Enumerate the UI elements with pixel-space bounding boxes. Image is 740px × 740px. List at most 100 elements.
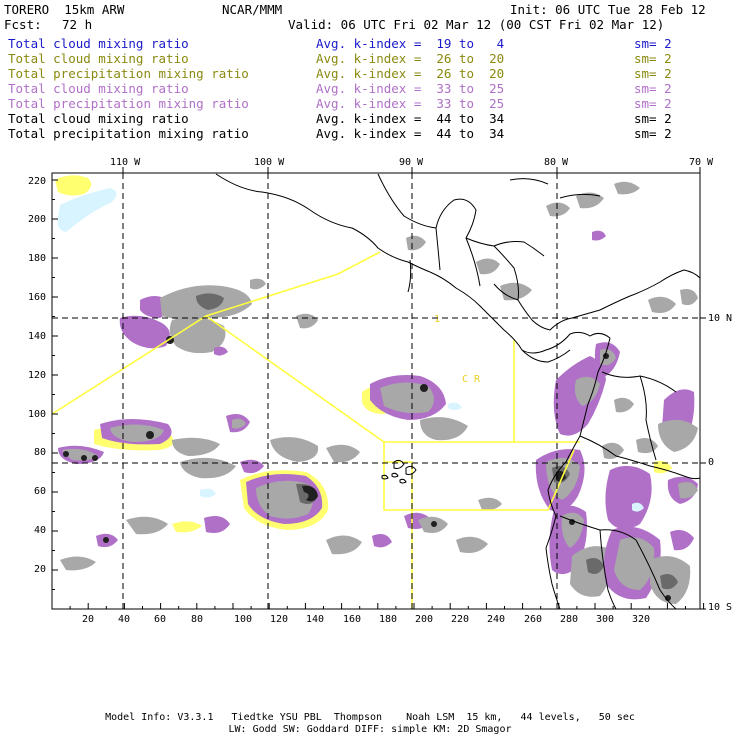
- x-tick-240: 240: [487, 614, 506, 625]
- y-tick-200: 200: [28, 214, 47, 225]
- gray-shade: [648, 296, 676, 313]
- y-tick-60: 60: [34, 486, 47, 497]
- gray-shade: [126, 516, 168, 535]
- gray-shade: [546, 202, 570, 217]
- core-shade: [92, 455, 98, 461]
- core-shade: [431, 521, 437, 527]
- gray-shade: [456, 536, 488, 553]
- y-tick-100: 100: [28, 409, 47, 420]
- magenta-shade: [214, 346, 228, 356]
- lat-lon-grid: [52, 173, 700, 609]
- gray-shade: [680, 289, 698, 306]
- gray-shade: [62, 448, 98, 461]
- legend-kindex-2: Avg. k-index = 26 to 20: [316, 51, 505, 66]
- cyan-shade: [57, 188, 117, 232]
- lon-label-100w: 100 W: [254, 157, 285, 168]
- boundary-line: [384, 461, 413, 609]
- gray-shade: [478, 497, 502, 511]
- legend-field-6: Total cloud mixing ratio: [8, 111, 189, 126]
- y-tick-40: 40: [34, 525, 47, 536]
- border-line: [493, 283, 519, 301]
- gray-shade: [232, 418, 246, 429]
- coastline-south-america: [545, 337, 611, 610]
- gray-shade: [270, 437, 319, 462]
- lat-label-10s: 10 S: [708, 602, 733, 613]
- coastline-panama: [521, 349, 571, 363]
- core-shade: [81, 455, 87, 461]
- gray-shade: [326, 535, 362, 555]
- border-line: [407, 259, 412, 293]
- gray-shade: [406, 235, 426, 251]
- coastline-mexico: [215, 173, 431, 273]
- forecast-hours: 72 h: [62, 17, 93, 32]
- model-title: TORERO 15km ARW: [4, 2, 125, 17]
- border-line: [465, 237, 481, 287]
- y-tick-220: 220: [28, 176, 47, 187]
- region-boundaries: [51, 251, 580, 609]
- model-physics-line: LW: Godd SW: Goddard DIFF: simple KM: 2D…: [228, 724, 512, 735]
- core-shade: [63, 451, 69, 457]
- legend-field-7: Total precipitation mixing ratio: [8, 126, 249, 141]
- x-tick-220: 220: [451, 614, 470, 625]
- galapagos-island: [399, 478, 407, 484]
- gray-shade: [614, 537, 655, 590]
- core-shade: [302, 485, 318, 502]
- map-frame: [51, 172, 701, 610]
- gray-shade: [172, 437, 220, 456]
- gray-shade: [60, 556, 96, 571]
- y-tick-80: 80: [34, 447, 47, 458]
- x-tick-180: 180: [379, 614, 398, 625]
- x-tick-160: 160: [343, 614, 362, 625]
- core-shade: [103, 537, 109, 543]
- gray-shade: [614, 181, 640, 195]
- legend-sm-6: sm= 2: [634, 111, 672, 126]
- x-tick-20: 20: [82, 614, 95, 625]
- galapagos-island: [405, 465, 417, 475]
- legend-field-2: Total cloud mixing ratio: [8, 51, 189, 66]
- gray-shade: [326, 444, 360, 463]
- x-tick-260: 260: [524, 614, 543, 625]
- coastlines: [215, 173, 701, 610]
- forecast-label: Fcst:: [4, 17, 42, 32]
- legend-kindex-3: Avg. k-index = 26 to 20: [316, 66, 505, 81]
- coastline-honduras: [493, 241, 545, 257]
- x-tick-120: 120: [270, 614, 289, 625]
- magenta-shade: [372, 534, 392, 548]
- galapagos-island: [381, 474, 389, 480]
- x-tick-60: 60: [154, 614, 167, 625]
- legend-sm-5: sm= 2: [634, 96, 672, 111]
- organization-label: NCAR/MMM: [222, 2, 283, 17]
- gray-shade: [296, 313, 318, 329]
- lat-label-10n: 10 N: [708, 313, 733, 324]
- legend-sm-4: sm= 2: [634, 81, 672, 96]
- legend-sm-2: sm= 2: [634, 51, 672, 66]
- yellow-shade: [55, 175, 92, 196]
- legend-kindex-1: Avg. k-index = 19 to 4: [316, 36, 505, 51]
- legend-field-3: Total precipitation mixing ratio: [8, 66, 249, 81]
- y-tick-160: 160: [28, 292, 47, 303]
- border-line: [599, 529, 617, 610]
- yellow-shade: [172, 521, 202, 533]
- magenta-shade: [670, 530, 694, 551]
- dark-gray-shade: [660, 574, 678, 590]
- legend-sm-7: sm= 2: [634, 126, 672, 141]
- model-info-line: Model Info: V3.3.1 Tiedtke YSU PBL Thomp…: [105, 712, 635, 723]
- magenta-shade: [592, 230, 606, 241]
- legend-sm-3: sm= 2: [634, 66, 672, 81]
- boundary-line: [51, 251, 381, 415]
- axis-ticks: [51, 167, 706, 610]
- gray-shade: [250, 278, 266, 290]
- x-tick-140: 140: [306, 614, 325, 625]
- core-shade: [420, 384, 428, 392]
- coastline-island: [509, 178, 549, 185]
- y-tick-180: 180: [28, 253, 47, 264]
- init-time: Init: 06 UTC Tue 28 Feb 12: [510, 2, 706, 17]
- gray-shade: [380, 382, 434, 414]
- lon-label-70w: 70 W: [689, 157, 714, 168]
- x-tick-300: 300: [596, 614, 615, 625]
- cloud-shading-layer: [55, 175, 698, 604]
- coastline-caribbean: [465, 237, 601, 331]
- gray-shade: [561, 512, 584, 548]
- border-line: [635, 539, 677, 610]
- coastline-colombia: [599, 269, 701, 311]
